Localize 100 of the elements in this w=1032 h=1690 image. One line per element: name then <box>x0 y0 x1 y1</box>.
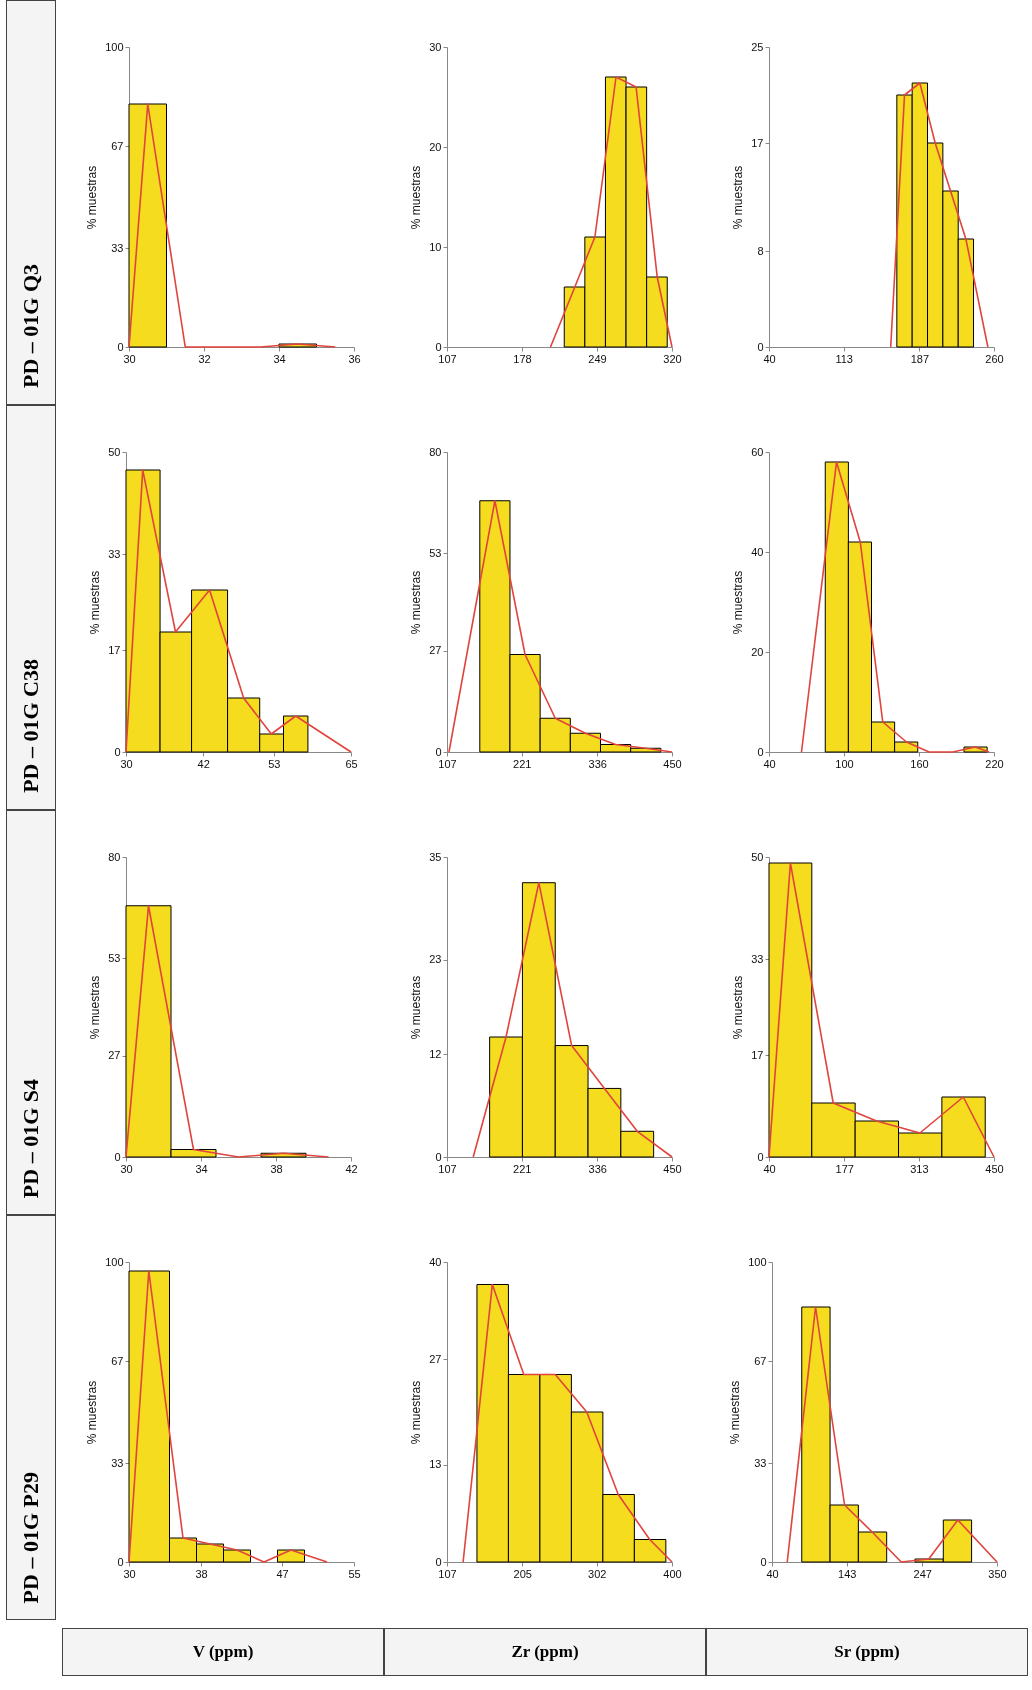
x-tick-label: 336 <box>588 1162 607 1175</box>
y-tick-label: 67 <box>753 1354 766 1367</box>
line-series <box>785 1306 998 1563</box>
y-axis-title: % muestras <box>730 165 745 230</box>
y-tick-label: 20 <box>428 140 441 153</box>
y-tick-label: 17 <box>750 1048 763 1061</box>
x-tick-label: 47 <box>276 1567 289 1580</box>
y-tick-label: 17 <box>108 643 121 656</box>
x-tick-label: 107 <box>437 1567 457 1580</box>
y-tick-label: 30 <box>428 40 441 53</box>
x-tick-label: 32 <box>198 352 211 365</box>
x-tick-label: 302 <box>587 1567 606 1580</box>
y-tick-label: 67 <box>111 139 124 152</box>
line-series <box>549 76 673 348</box>
y-tick-label: 27 <box>108 1049 121 1062</box>
x-tick-label: 247 <box>913 1567 932 1580</box>
y-tick-label: 50 <box>108 445 121 458</box>
y-tick-label: 20 <box>750 645 763 658</box>
text: PD – 01G C38 <box>18 659 44 793</box>
y-tick-label: 0 <box>756 1150 763 1163</box>
y-tick-label: 33 <box>750 952 763 965</box>
y-tick-label: 80 <box>428 445 441 458</box>
x-tick-label: 160 <box>909 757 929 770</box>
x-tick-label: 65 <box>345 757 358 770</box>
x-tick-label: 400 <box>662 1567 682 1580</box>
y-tick-label: 0 <box>434 340 441 353</box>
x-tick-label: 40 <box>765 1567 779 1580</box>
x-tick-label: 450 <box>662 1162 682 1175</box>
y-tick-label: 33 <box>108 547 121 560</box>
x-tick-label: 100 <box>834 757 854 770</box>
x-tick-label: 113 <box>834 352 853 365</box>
y-axis-title: % muestras <box>408 975 423 1040</box>
line-series <box>125 904 330 1158</box>
x-tick-label: 450 <box>662 757 682 770</box>
line-series <box>128 1270 328 1563</box>
y-axis-title: % muestras <box>730 975 745 1040</box>
x-tick-label: 107 <box>437 352 457 365</box>
x-tick-label: 350 <box>987 1567 1007 1580</box>
y-tick-label: 27 <box>428 1353 441 1365</box>
x-tick-label: 221 <box>512 1162 531 1175</box>
y-tick-label: 67 <box>111 1354 124 1367</box>
y-axis-title: % muestras <box>85 165 100 230</box>
y-axis-title: % muestras <box>408 1380 423 1445</box>
y-tick-label: 23 <box>428 953 441 966</box>
line-series <box>471 881 673 1158</box>
x-tick-label: 178 <box>512 352 532 365</box>
text: PD – 01G P29 <box>18 1471 44 1603</box>
x-tick-label: 34 <box>273 352 286 365</box>
y-tick-label: 0 <box>756 340 763 353</box>
x-tick-label: 260 <box>984 352 1004 365</box>
x-tick-label: 42 <box>197 757 210 770</box>
x-tick-label: 220 <box>984 757 1004 770</box>
x-tick-label: 38 <box>195 1567 208 1580</box>
y-tick-label: 0 <box>434 1555 441 1568</box>
y-tick-label: 35 <box>428 850 441 863</box>
y-tick-label: 0 <box>756 745 763 758</box>
y-tick-label: 33 <box>753 1456 766 1469</box>
y-tick-label: 0 <box>117 340 124 353</box>
x-tick-label: 187 <box>910 352 929 365</box>
y-axis-title: % muestras <box>85 1380 100 1445</box>
y-tick-label: 0 <box>759 1555 766 1568</box>
y-tick-label: 100 <box>105 40 124 53</box>
x-tick-label: 313 <box>909 1162 928 1175</box>
text: Sr (ppm) <box>834 1642 900 1662</box>
y-tick-label: 27 <box>428 644 441 657</box>
x-tick-label: 249 <box>587 352 607 365</box>
x-tick-label: 38 <box>270 1162 283 1175</box>
y-tick-label: 100 <box>105 1255 124 1268</box>
x-tick-label: 336 <box>588 757 607 770</box>
y-tick-label: 13 <box>428 1458 441 1470</box>
y-tick-label: 60 <box>750 445 763 458</box>
y-tick-label: 40 <box>428 1255 441 1268</box>
y-tick-label: 8 <box>756 244 763 257</box>
y-axis-title: % muestras <box>727 1380 742 1445</box>
y-tick-label: 0 <box>434 1150 441 1163</box>
x-tick-label: 55 <box>348 1567 361 1580</box>
y-tick-label: 0 <box>114 745 121 758</box>
y-axis-title: % muestras <box>408 570 423 635</box>
x-tick-label: 143 <box>837 1567 856 1580</box>
y-tick-label: 33 <box>111 241 124 254</box>
y-axis-title: % muestras <box>88 570 103 635</box>
y-tick-label: 100 <box>747 1255 766 1268</box>
y-tick-label: 17 <box>750 136 763 149</box>
y-tick-label: 53 <box>428 546 441 559</box>
y-tick-label: 0 <box>114 1150 121 1163</box>
text: Zr (ppm) <box>511 1642 579 1662</box>
y-tick-label: 25 <box>750 40 763 53</box>
x-tick-label: 205 <box>513 1567 532 1580</box>
y-axis-title: % muestras <box>88 975 103 1040</box>
x-tick-label: 221 <box>512 757 531 770</box>
y-axis-title: % muestras <box>730 570 745 635</box>
x-tick-label: 320 <box>662 352 682 365</box>
y-tick-label: 40 <box>750 545 763 558</box>
y-tick-label: 80 <box>108 850 121 863</box>
y-tick-label: 33 <box>111 1456 124 1469</box>
text: PD – 01G Q3 <box>18 263 44 388</box>
y-tick-label: 53 <box>108 951 121 964</box>
text: V (ppm) <box>192 1642 254 1662</box>
x-tick-label: 177 <box>835 1162 854 1175</box>
x-tick-label: 107 <box>437 757 457 770</box>
